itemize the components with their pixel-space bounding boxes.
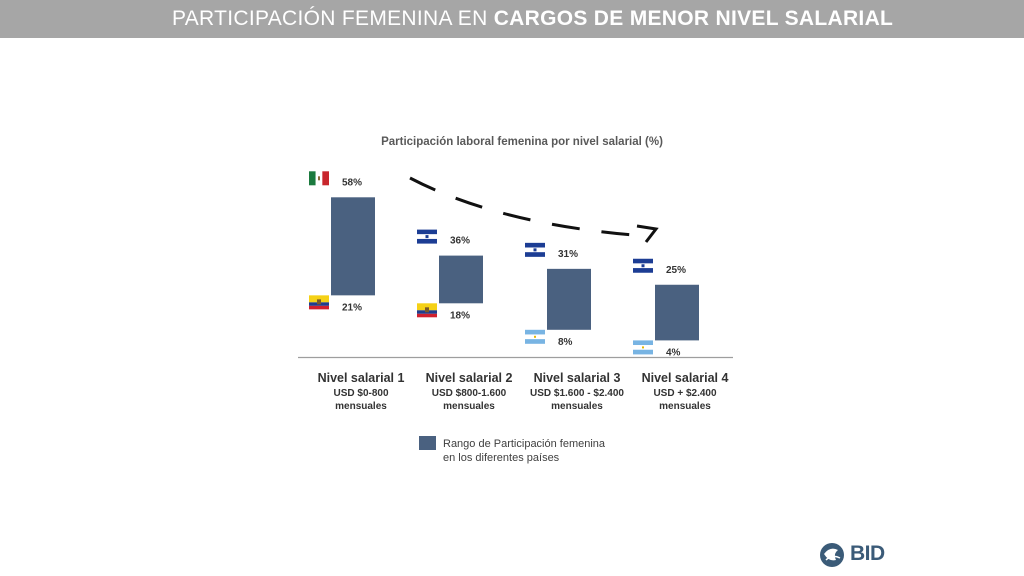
category-range-1: USD $0-800: [333, 388, 388, 399]
argentina-flag: [633, 340, 653, 355]
honduras-flag: [417, 229, 437, 244]
high-value-label-2: 36%: [450, 236, 470, 247]
argentina-flag: [525, 329, 545, 344]
category-range-4: USD + $2.400: [653, 388, 717, 399]
range-bar-1: [331, 197, 375, 296]
range-bar-2: [439, 255, 483, 304]
chart-title: Participación laboral femenina por nivel…: [381, 136, 663, 148]
legend-label-line1: Rango de Participación femenina: [443, 438, 606, 450]
category-label-1: Nivel salarial 1: [318, 371, 405, 385]
low-value-label-3: 8%: [558, 337, 573, 348]
category-period-3: mensuales: [551, 401, 603, 412]
page-title-part2: CARGOS DE MENOR NIVEL SALARIAL: [493, 7, 894, 30]
legend-swatch: [419, 436, 436, 450]
category-period-4: mensuales: [659, 401, 711, 412]
category-label-2: Nivel salarial 2: [426, 371, 513, 385]
high-value-label-1: 58%: [342, 177, 362, 188]
low-value-label-1: 21%: [342, 302, 362, 313]
bid-logo-icon: [820, 543, 844, 567]
mexico-flag: [309, 171, 329, 186]
high-value-label-4: 25%: [666, 265, 686, 276]
trend-arrow-head: [636, 224, 659, 243]
category-label-4: Nivel salarial 4: [642, 371, 729, 385]
page-title: PARTICIPACIÓN FEMENINA EN CARGOS DE MENO…: [172, 7, 893, 31]
el-salvador-flag: [525, 242, 545, 257]
category-period-1: mensuales: [335, 401, 387, 412]
category-range-3: USD $1.600 - $2.400: [530, 388, 624, 399]
bid-logo-text: BID: [850, 542, 885, 565]
honduras-flag: [633, 258, 653, 273]
page-title-part1: PARTICIPACIÓN FEMENINA EN: [172, 7, 494, 30]
legend-label-line2: en los diferentes países: [443, 452, 560, 464]
range-bar-4: [655, 284, 699, 341]
low-value-label-2: 18%: [450, 310, 470, 321]
title-bar: PARTICIPACIÓN FEMENINA EN CARGOS DE MENO…: [0, 0, 1024, 38]
category-label-3: Nivel salarial 3: [534, 371, 621, 385]
ecuador-flag: [309, 295, 329, 310]
range-bar-3: [547, 268, 591, 330]
low-value-label-4: 4%: [666, 347, 681, 358]
ecuador-flag: [417, 303, 437, 318]
trend-arrow-line: [409, 176, 646, 238]
category-period-2: mensuales: [443, 401, 495, 412]
high-value-label-3: 31%: [558, 249, 578, 260]
category-range-2: USD $800-1.600: [432, 388, 507, 399]
